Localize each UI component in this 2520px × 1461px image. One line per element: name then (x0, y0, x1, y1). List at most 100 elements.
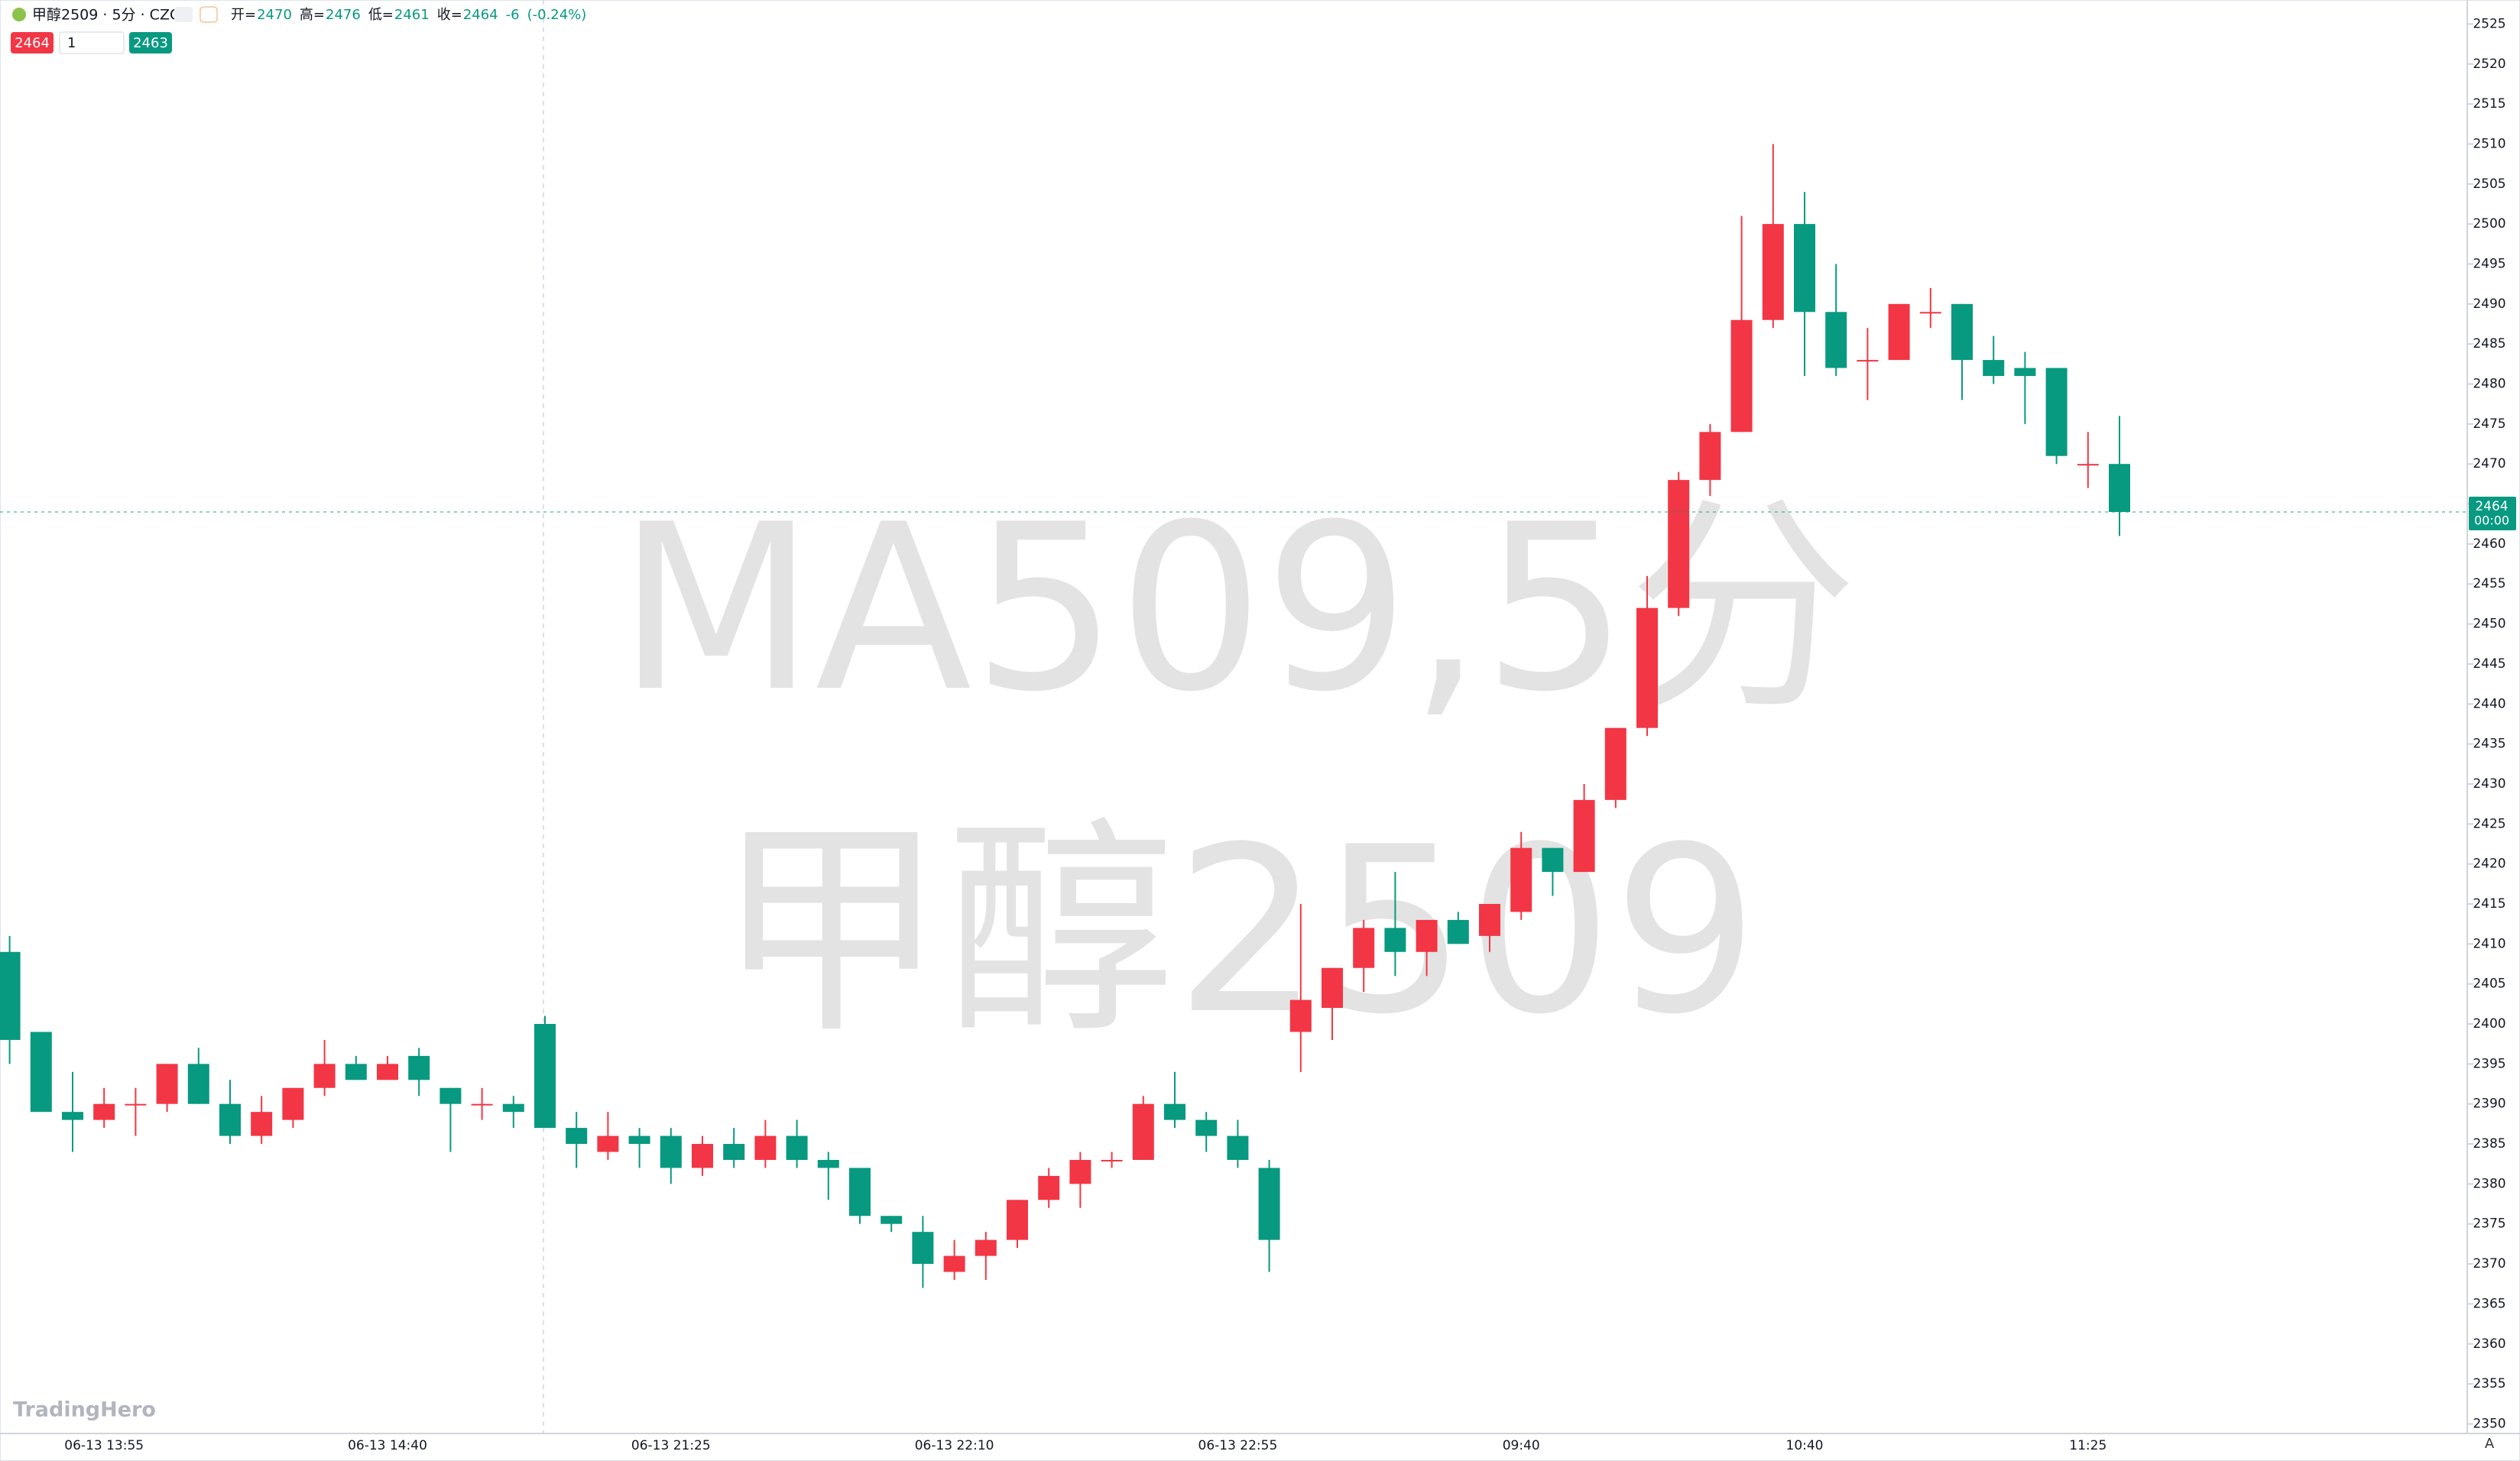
y-tick-label: 2395 (2473, 1056, 2505, 1071)
header-high-label: 高= (300, 7, 325, 23)
candle-body (502, 1103, 524, 1113)
y-tick-label: 2390 (2473, 1097, 2505, 1112)
candle-body (1573, 799, 1595, 873)
header-open: 2470 (257, 7, 292, 23)
candle-body (660, 1135, 682, 1168)
quantity[interactable]: 1 (67, 35, 76, 51)
buy-button[interactable] (129, 32, 172, 53)
y-tick-label: 2430 (2473, 776, 2505, 792)
x-tick-label: 06-13 21:25 (631, 1438, 711, 1453)
candle-body (1762, 224, 1784, 320)
candle-body (1636, 607, 1658, 728)
candle-body (692, 1144, 713, 1168)
candle-body (1164, 1103, 1185, 1120)
candle-body (1888, 303, 1910, 361)
candle-body (1825, 312, 1847, 368)
header-change-pct: (-0.24%) (527, 7, 587, 23)
y-tick-label: 2485 (2473, 336, 2505, 351)
y-tick-label: 2505 (2473, 177, 2505, 192)
candle-body (1322, 967, 1343, 1009)
watermark: 甲醇2509 (716, 798, 1758, 1064)
flag-button[interactable] (199, 6, 218, 23)
candle-body (1384, 928, 1406, 952)
candle-body (1510, 847, 1532, 912)
y-tick-label: 2440 (2473, 696, 2505, 711)
candle-body (1038, 1175, 1060, 1200)
candle-body (187, 1064, 209, 1104)
x-tick-label: 10:40 (1786, 1438, 1824, 1453)
candle-body (93, 1103, 115, 1120)
candle-body (313, 1064, 336, 1088)
candle-body (1258, 1168, 1280, 1240)
y-tick-label: 2455 (2473, 576, 2505, 591)
candle-body (881, 1216, 903, 1224)
sell-button[interactable] (11, 32, 54, 53)
y-tick-label: 2415 (2473, 896, 2505, 912)
y-tick-label: 2435 (2473, 737, 2505, 752)
y-tick-label: 2410 (2473, 936, 2505, 951)
y-tick-label: 2360 (2473, 1336, 2505, 1352)
header-high: 2476 (326, 7, 361, 23)
header-change: -6 (506, 7, 520, 23)
candle-body (1857, 360, 1879, 362)
scale-mode[interactable]: A (2485, 1436, 2495, 1452)
y-tick-label: 2445 (2473, 656, 2505, 672)
candle-body (912, 1232, 934, 1265)
candle-body (1101, 1159, 1123, 1161)
buy-price[interactable]: 2463 (133, 35, 168, 51)
candle-body (1604, 727, 1626, 800)
candle-body (1542, 847, 1564, 873)
candle-body (1289, 999, 1312, 1032)
candle-body (1730, 319, 1753, 432)
x-tick-label: 11:25 (2069, 1438, 2106, 1453)
y-tick-label: 2450 (2473, 617, 2505, 632)
candle-body (439, 1087, 462, 1104)
y-tick-label: 2380 (2473, 1176, 2505, 1191)
candle-body (1416, 919, 1438, 952)
candle-body (1794, 224, 1815, 313)
last-price-label: 2464 (2475, 499, 2508, 514)
last-price-box (2469, 497, 2516, 530)
quantity-input[interactable] (59, 31, 125, 54)
x-tick-label: 06-13 13:55 (64, 1438, 144, 1453)
header-close-label: 收= (437, 7, 462, 23)
header-close: 2464 (463, 7, 498, 23)
header-low: 2461 (394, 7, 430, 23)
candle-body (628, 1135, 650, 1145)
candle-body (2014, 368, 2036, 377)
y-tick-label: 2405 (2473, 977, 2505, 992)
x-tick-label: 09:40 (1503, 1438, 1540, 1453)
y-tick-label: 2400 (2473, 1016, 2505, 1032)
y-tick-label: 2420 (2473, 857, 2505, 872)
candle-body (817, 1159, 839, 1168)
y-tick-label: 2520 (2473, 57, 2505, 72)
header-low-label: 低= (368, 7, 394, 23)
toggle-button[interactable] (174, 7, 193, 22)
y-tick-label: 2370 (2473, 1256, 2505, 1271)
candle-body (377, 1064, 398, 1080)
candle-body (0, 951, 21, 1040)
sell-price[interactable]: 2464 (15, 35, 50, 51)
x-tick-label: 06-13 22:10 (915, 1438, 994, 1453)
candle-body (1195, 1119, 1218, 1136)
y-tick-label: 2425 (2473, 816, 2505, 831)
candle-body (1479, 903, 1500, 936)
logo: TradingHero (13, 1398, 156, 1422)
candle-body (943, 1255, 965, 1272)
y-tick-label: 2480 (2473, 377, 2505, 392)
candle-body (723, 1144, 745, 1160)
candle-body (471, 1103, 493, 1106)
x-tick-label: 06-13 14:40 (348, 1438, 427, 1453)
y-tick-label: 2525 (2473, 16, 2505, 31)
symbol: 甲醇2509 · 5分 · CZC (32, 7, 180, 24)
countdown: 00:00 (2474, 513, 2509, 528)
candle-body (754, 1135, 777, 1160)
candle-body (1227, 1135, 1249, 1160)
candle-body (1007, 1200, 1028, 1240)
y-tick-label: 2495 (2473, 256, 2505, 271)
candle-body (1699, 432, 1721, 481)
header-open-label: 开= (231, 7, 256, 23)
candle-body (345, 1064, 367, 1080)
y-tick-label: 2470 (2473, 456, 2505, 471)
